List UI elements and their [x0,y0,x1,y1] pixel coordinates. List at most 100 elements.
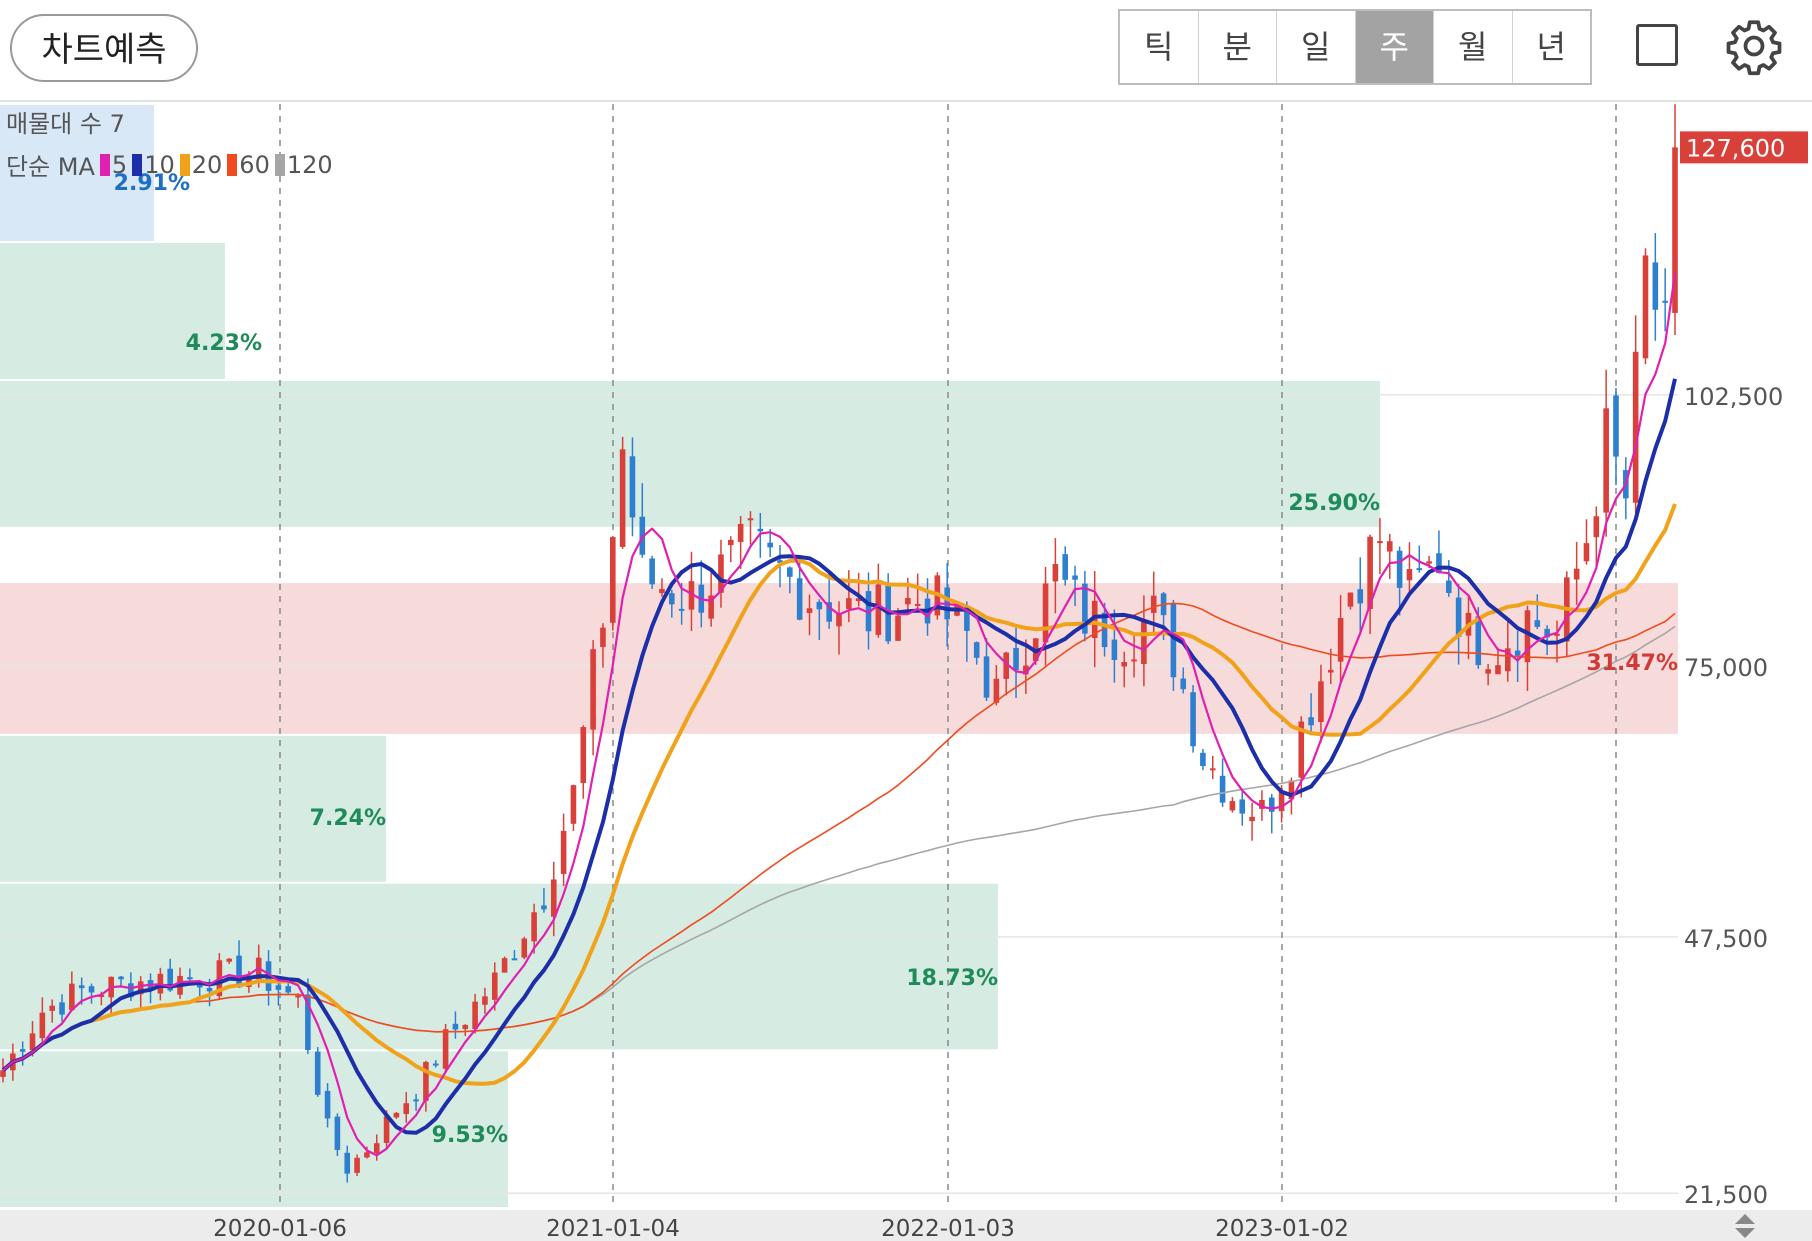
candle-body [423,1061,429,1101]
x-axis-bar [0,1210,1812,1241]
period-tab-week[interactable]: 주 [1355,11,1434,83]
candle-body [1554,633,1560,636]
candle-body [295,995,301,998]
period-tab-day[interactable]: 일 [1277,11,1356,83]
candle-body [560,830,567,874]
candle-body [1377,541,1383,544]
square-icon[interactable] [1636,24,1678,66]
candle-body [482,996,488,1005]
y-tick-label: 102,500 [1684,383,1783,411]
candle-body [1121,662,1128,667]
candle-body [1337,617,1344,662]
candle-body [728,539,734,546]
candle-body [993,678,1000,703]
candle-body [1347,592,1354,607]
volume-profile-bar [0,883,998,1050]
candle-body [285,986,292,993]
candle-body [1239,799,1246,814]
candle-body [1170,603,1177,678]
period-tab-tick[interactable]: 틱 [1120,11,1199,83]
candle-body [983,656,990,698]
candle-body [1455,597,1462,637]
candle-body [796,578,803,620]
candle-body [275,985,282,990]
volume-profile-bar [0,105,154,241]
candle-body [1268,797,1275,812]
candle-body [1524,610,1531,663]
scroll-arrows-icon[interactable] [1730,1212,1760,1240]
candle-body [865,591,872,632]
candle-body [767,542,773,548]
candle-body [88,986,95,993]
chart-predict-button[interactable]: 차트예측 [10,14,198,82]
candle-body [1544,628,1550,638]
candle-body [1672,147,1678,313]
candle-body [187,977,193,980]
ma10-swatch [132,153,143,176]
candle-body [226,958,233,962]
candle-body [875,584,882,635]
candle-body [1573,568,1580,580]
ma20-label: 20 [191,150,223,179]
candle-body [1278,791,1285,812]
candle-body [747,518,754,521]
volume-profile-percent: 2.91% [114,171,190,196]
candle-body [1367,536,1373,610]
candle-body [334,1116,341,1150]
candle-body [501,958,508,973]
current-price-tag [1680,131,1808,164]
candle-body [373,1143,380,1154]
candle-body [206,988,213,992]
gear-icon[interactable] [1724,16,1784,76]
candle-body [914,603,921,606]
period-tab-minute[interactable]: 분 [1199,11,1277,83]
candle-body [69,983,75,1011]
candle-body [1209,768,1216,771]
candle-body [167,968,173,991]
candle-body [1514,650,1521,656]
candle-body [1052,564,1059,582]
candle-body [344,1152,351,1174]
period-tab-month[interactable]: 월 [1434,11,1513,83]
candle-body [1101,612,1108,648]
volume-profile-percent: 7.24% [310,806,386,831]
ma20-swatch [179,153,190,176]
candle-body [609,537,616,623]
candle-body [1072,575,1078,580]
candle-body [1485,669,1491,674]
candle-body [1416,568,1423,571]
candle-body [1249,816,1255,822]
candle-body [1042,583,1049,643]
candle-body [1357,589,1364,604]
candle-body [118,976,124,980]
moving-average-legend: 단순 MA 5 10 20 60 120 [6,147,333,182]
candle-body [59,1002,65,1015]
candle-body [1495,665,1501,675]
candle-body [432,1063,439,1066]
candle-body [1180,678,1187,690]
candle-body [688,581,695,610]
candle-body [354,1157,360,1173]
candle-body [1190,692,1196,747]
candle-body [639,516,646,555]
candle-body [1318,681,1324,723]
top-toolbar: 차트예측 틱 분 일 주 월 년 [0,0,1812,100]
period-tab-year[interactable]: 년 [1536,28,1566,66]
candle-body [1445,580,1452,593]
candle-body [757,528,764,532]
x-tick-label: 2022-01-03 [881,1216,1015,1241]
volume-profile-percent: 9.53% [432,1123,508,1148]
candle-body [826,602,832,622]
candle-body [1219,775,1226,803]
candle-body [1023,665,1029,675]
candle-body [531,912,537,942]
volume-profile-bar [0,243,225,379]
volume-profile-bar [0,381,1380,527]
volume-profile-percent: 31.47% [1586,651,1678,676]
candle-body [619,449,626,547]
candle-body [1141,620,1147,665]
ma10-label: 10 [144,150,175,179]
candle-body [905,597,911,605]
candle-body [1396,550,1403,588]
